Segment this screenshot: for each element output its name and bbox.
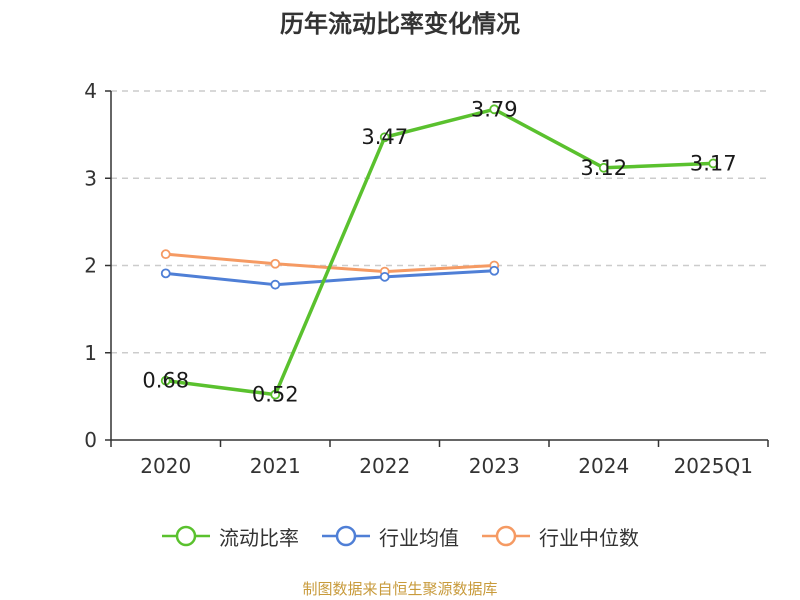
legend-label: 行业均值 (379, 525, 459, 550)
legend-label: 流动比率 (219, 525, 299, 550)
x-tick-label: 2022 (359, 454, 410, 478)
data-label: 0.68 (142, 369, 189, 393)
data-point (270, 279, 281, 290)
data-label: 3.17 (690, 151, 737, 175)
chart-title: 历年流动比率变化情况 (280, 10, 520, 38)
legend: 流动比率 行业均值 行业中位数 (0, 518, 800, 554)
legend-swatch (162, 525, 210, 547)
x-tick-label: 2020 (140, 454, 191, 478)
data-label: 3.12 (580, 156, 627, 180)
legend-swatch (482, 525, 530, 547)
axes: 0 1 2 3 4 2020 2021 2022 2023 2024 2025Q1 (84, 79, 769, 478)
series-line (165, 107, 714, 397)
data-point (160, 268, 171, 279)
legend-label: 行业中位数 (539, 525, 639, 550)
data-labels: 0.68 0.52 3.47 3.79 3.12 3.17 (142, 97, 736, 406)
legend-swatch (322, 525, 370, 547)
data-label: 0.52 (252, 383, 299, 407)
data-point (160, 249, 171, 260)
data-point (379, 271, 390, 282)
y-tick-label: 1 (84, 341, 97, 365)
series-lines (160, 104, 719, 400)
y-tick-label: 4 (84, 79, 97, 103)
gridlines (111, 90, 768, 354)
y-tick-label: 3 (84, 166, 97, 190)
x-tick-label: 2023 (469, 454, 520, 478)
x-tick-label: 2025Q1 (674, 454, 753, 478)
legend-swatch-marker (495, 525, 517, 547)
data-label: 3.79 (471, 97, 518, 121)
data-point (489, 265, 500, 276)
data-point (160, 375, 171, 386)
legend-swatch-marker (175, 525, 197, 547)
data-point (379, 132, 390, 143)
data-point (489, 104, 500, 115)
data-point (270, 389, 281, 400)
x-tick-label: 2021 (250, 454, 301, 478)
y-tick-label: 2 (84, 254, 97, 278)
data-label: 3.47 (361, 125, 408, 149)
legend-item[interactable]: 流动比率 (161, 522, 299, 551)
source-note: 制图数据来自恒生聚源数据库 (302, 580, 498, 598)
legend-swatch-marker (335, 525, 357, 547)
data-point (270, 258, 281, 269)
x-tick-label: 2024 (578, 454, 629, 478)
y-tick-label: 0 (84, 428, 97, 452)
data-point (708, 158, 719, 169)
series-line (165, 269, 495, 287)
data-point (598, 162, 609, 173)
legend-item[interactable]: 行业中位数 (481, 522, 639, 551)
legend-item[interactable]: 行业均值 (321, 522, 459, 551)
